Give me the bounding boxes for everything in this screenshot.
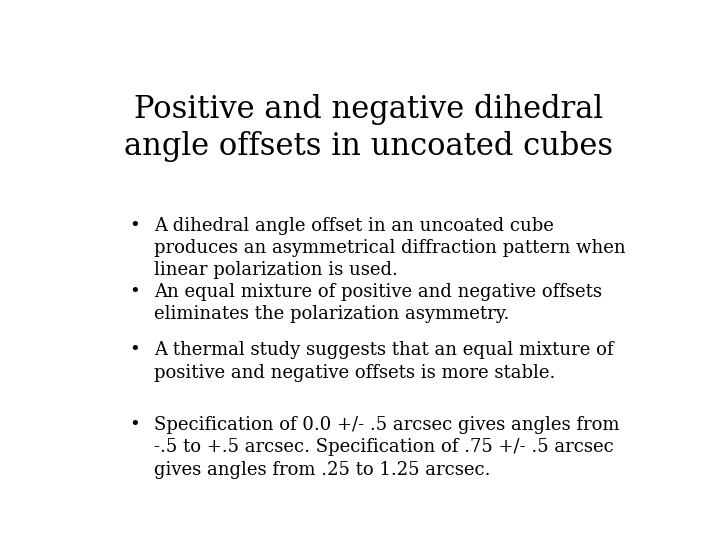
Text: •: • (129, 283, 140, 301)
Text: Positive and negative dihedral
angle offsets in uncoated cubes: Positive and negative dihedral angle off… (125, 94, 613, 162)
Text: A thermal study suggests that an equal mixture of
positive and negative offsets : A thermal study suggests that an equal m… (154, 341, 613, 381)
Text: An equal mixture of positive and negative offsets
eliminates the polarization as: An equal mixture of positive and negativ… (154, 283, 602, 323)
Text: •: • (129, 217, 140, 234)
Text: •: • (129, 416, 140, 434)
Text: •: • (129, 341, 140, 359)
Text: Specification of 0.0 +/- .5 arcsec gives angles from
-.5 to +.5 arcsec. Specific: Specification of 0.0 +/- .5 arcsec gives… (154, 416, 620, 478)
Text: A dihedral angle offset in an uncoated cube
produces an asymmetrical diffraction: A dihedral angle offset in an uncoated c… (154, 217, 626, 279)
